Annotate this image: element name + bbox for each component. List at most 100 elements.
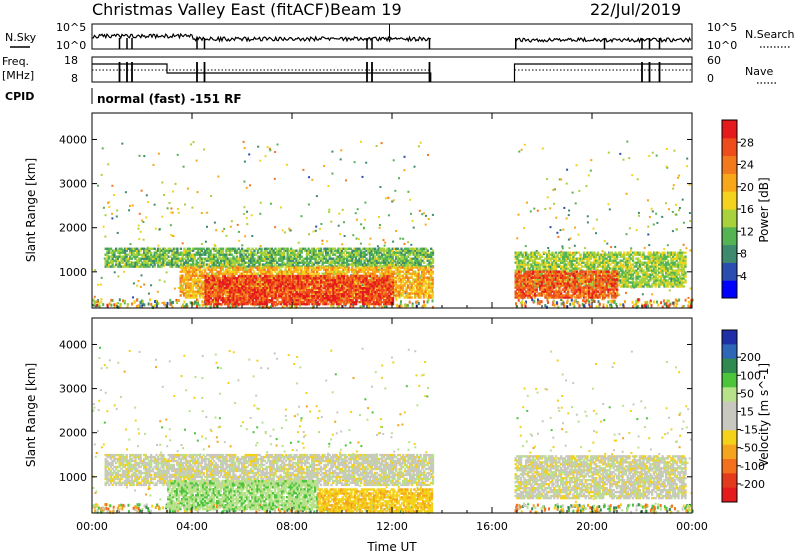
power-echo-cell: [143, 251, 146, 254]
power-noise-cell: [196, 191, 199, 194]
power-clutter-cell: [650, 303, 653, 307]
power-echo-cell: [243, 275, 246, 278]
power-echo-cell: [393, 280, 396, 283]
power-echo-cell: [340, 249, 344, 252]
power-echo-cell: [321, 253, 324, 256]
power-echo-cell: [394, 272, 398, 275]
power-echo-cell: [335, 272, 338, 275]
power-echo-cell: [429, 274, 433, 277]
power-echo-cell: [260, 294, 263, 297]
power-echo-cell: [239, 281, 242, 284]
power-echo-cell: [366, 270, 370, 273]
power-echo-cell: [323, 266, 326, 269]
power-echo-cell: [264, 291, 267, 294]
power-echo-cell: [360, 261, 363, 264]
power-echo-cell: [127, 247, 130, 250]
power-noise-cell: [431, 213, 434, 216]
power-noise-cell: [320, 223, 323, 225]
power-echo-cell: [227, 247, 230, 250]
power-echo-cell: [191, 280, 195, 283]
power-echo-cell: [386, 259, 389, 262]
power-echo-cell: [157, 263, 160, 266]
power-clutter-cell: [108, 302, 111, 306]
power-echo-cell: [333, 268, 336, 271]
power-echo-cell: [106, 263, 109, 266]
power-echo-cell: [284, 249, 288, 252]
power-echo-cell: [229, 289, 232, 292]
power-noise-cell: [387, 214, 390, 217]
power-echo-cell: [208, 291, 211, 294]
nsky-tick-top: 10^5: [56, 21, 86, 34]
power-echo-cell: [309, 251, 312, 254]
power-echo-cell: [421, 259, 424, 262]
power-echo-cell: [256, 249, 260, 252]
power-echo-cell: [241, 289, 244, 292]
power-clutter-cell: [545, 305, 548, 309]
power-echo-cell: [198, 278, 202, 281]
power-echo-cell: [405, 249, 408, 252]
power-noise-cell: [395, 230, 398, 232]
power-echo-cell: [400, 282, 403, 285]
power-noise-cell: [362, 226, 365, 229]
power-echo-cell: [221, 257, 225, 260]
power-echo-cell: [260, 279, 263, 282]
power-noise-cell: [411, 219, 414, 222]
power-echo-cell: [393, 290, 396, 293]
power-echo-cell: [265, 300, 269, 304]
power-echo-cell: [174, 247, 177, 250]
power-echo-cell: [246, 257, 249, 260]
power-echo-cell: [400, 255, 403, 258]
power-echo-cell: [220, 291, 223, 294]
power-echo-cell: [184, 272, 188, 275]
power-echo-cell: [209, 253, 212, 256]
power-noise-cell: [380, 142, 383, 145]
power-echo-cell: [202, 268, 205, 271]
power-echo-cell: [388, 255, 391, 258]
power-echo-cell: [239, 294, 242, 297]
power-echo-cell: [424, 294, 427, 297]
power-echo-cell: [335, 278, 338, 281]
power-echo-cell: [191, 288, 195, 291]
power-echo-cell: [255, 247, 258, 250]
power-echo-cell: [351, 296, 354, 299]
power-echo-cell: [113, 259, 116, 262]
power-echo-cell: [160, 255, 163, 258]
power-clutter-cell: [411, 302, 414, 306]
power-echo-cell: [181, 276, 184, 279]
power-echo-cell: [272, 253, 275, 256]
power-clutter-cell: [189, 301, 192, 305]
power-echo-cell: [367, 259, 370, 262]
power-echo-cell: [274, 288, 277, 291]
power-noise-cell: [246, 210, 248, 213]
power-echo-cell: [295, 296, 298, 299]
power-echo-cell: [417, 296, 420, 299]
power-echo-cell: [258, 291, 262, 294]
power-clutter-cell: [661, 305, 664, 309]
power-echo-cell: [366, 272, 370, 275]
power-echo-cell: [370, 247, 373, 250]
nave-tick-bottom: 0: [707, 72, 714, 85]
power-echo-cell: [162, 263, 165, 266]
power-noise-cell: [145, 194, 148, 197]
power-echo-cell: [204, 275, 207, 278]
power-echo-cell: [200, 253, 204, 256]
power-echo-cell: [244, 249, 247, 252]
power-clutter-cell: [165, 304, 167, 308]
power-echo-cell: [251, 289, 255, 292]
power-echo-cell: [394, 276, 398, 279]
power-noise-cell: [108, 205, 111, 208]
power-noise-cell: [578, 189, 581, 192]
power-echo-cell: [263, 253, 267, 256]
power-echo-cell: [400, 274, 403, 277]
power-echo-cell: [221, 276, 224, 279]
power-echo-cell: [241, 261, 244, 264]
power-echo-cell: [295, 249, 298, 252]
power-echo-cell: [202, 282, 205, 285]
power-echo-cell: [249, 251, 253, 254]
power-echo-cell: [218, 279, 221, 282]
power-echo-cell: [295, 263, 298, 266]
power-echo-cell: [286, 261, 289, 264]
power-echo-cell: [396, 257, 400, 260]
nsearch-tick-bottom: 10^0: [707, 39, 737, 52]
power-echo-cell: [118, 263, 121, 266]
